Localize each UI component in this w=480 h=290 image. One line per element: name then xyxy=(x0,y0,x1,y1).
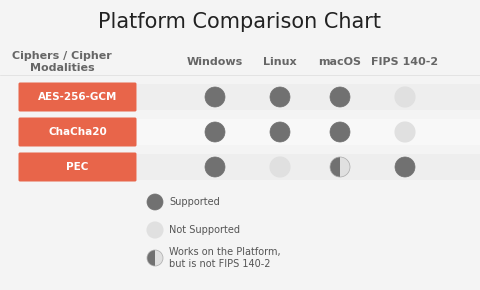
Circle shape xyxy=(147,222,163,238)
Text: AES-256-GCM: AES-256-GCM xyxy=(38,92,117,102)
Text: Works on the Platform,
but is not FIPS 140-2: Works on the Platform, but is not FIPS 1… xyxy=(169,247,281,269)
Bar xyxy=(137,154,480,180)
FancyBboxPatch shape xyxy=(19,153,136,182)
Wedge shape xyxy=(330,157,340,177)
Text: Windows: Windows xyxy=(187,57,243,67)
Circle shape xyxy=(205,87,225,107)
Circle shape xyxy=(330,122,350,142)
Circle shape xyxy=(147,194,163,210)
Text: Linux: Linux xyxy=(263,57,297,67)
Wedge shape xyxy=(340,157,350,177)
Circle shape xyxy=(270,122,290,142)
Circle shape xyxy=(395,87,415,107)
Text: FIPS 140-2: FIPS 140-2 xyxy=(372,57,439,67)
Circle shape xyxy=(330,87,350,107)
FancyBboxPatch shape xyxy=(19,82,136,111)
Text: Not Supported: Not Supported xyxy=(169,225,240,235)
Circle shape xyxy=(395,157,415,177)
Circle shape xyxy=(270,157,290,177)
Circle shape xyxy=(205,157,225,177)
Text: Platform Comparison Chart: Platform Comparison Chart xyxy=(98,12,382,32)
Wedge shape xyxy=(155,250,163,266)
Text: macOS: macOS xyxy=(319,57,361,67)
Text: Ciphers / Cipher
Modalities: Ciphers / Cipher Modalities xyxy=(12,51,112,73)
Circle shape xyxy=(205,122,225,142)
Text: Supported: Supported xyxy=(169,197,220,207)
Circle shape xyxy=(270,87,290,107)
Circle shape xyxy=(395,122,415,142)
Text: ChaCha20: ChaCha20 xyxy=(48,127,107,137)
FancyBboxPatch shape xyxy=(19,117,136,146)
Text: PEC: PEC xyxy=(66,162,89,172)
Bar xyxy=(137,84,480,110)
Bar xyxy=(137,119,480,145)
Wedge shape xyxy=(147,250,155,266)
